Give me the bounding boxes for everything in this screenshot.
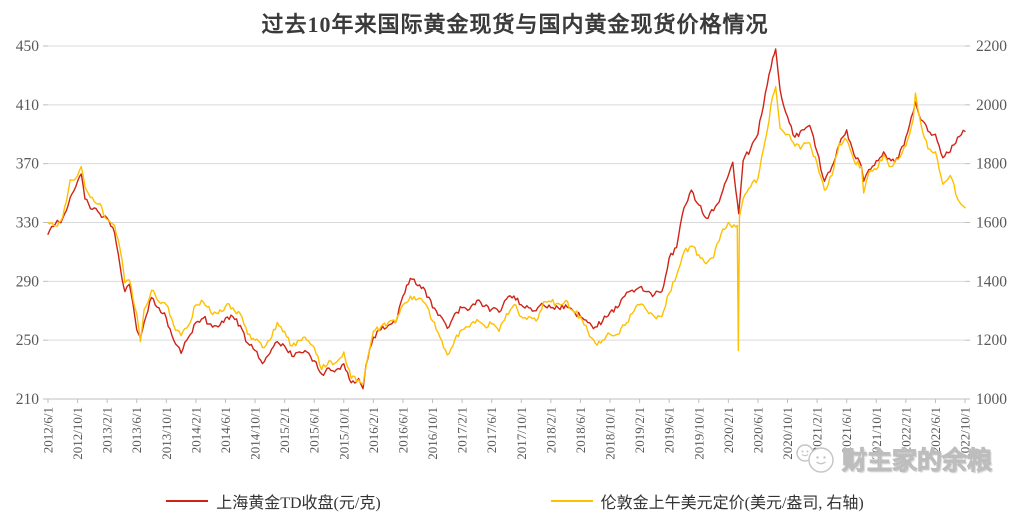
series-line-london-gold bbox=[47, 85, 966, 385]
svg-text:1000: 1000 bbox=[976, 391, 1007, 408]
svg-text:1200: 1200 bbox=[976, 332, 1007, 349]
svg-text:2018/6/1: 2018/6/1 bbox=[573, 407, 588, 453]
svg-text:2014/2/1: 2014/2/1 bbox=[188, 407, 203, 453]
legend-line-gold bbox=[550, 500, 593, 502]
svg-text:370: 370 bbox=[16, 156, 40, 173]
svg-text:2022/6/1: 2022/6/1 bbox=[928, 407, 943, 453]
svg-text:1600: 1600 bbox=[976, 215, 1007, 232]
svg-text:2022/10/1: 2022/10/1 bbox=[958, 407, 973, 460]
svg-text:2019/10/1: 2019/10/1 bbox=[691, 407, 706, 460]
svg-text:410: 410 bbox=[16, 97, 40, 114]
svg-text:2016/10/1: 2016/10/1 bbox=[425, 407, 440, 460]
svg-text:2022/2/1: 2022/2/1 bbox=[898, 407, 913, 453]
svg-text:2013/2/1: 2013/2/1 bbox=[100, 407, 115, 453]
svg-text:2014/10/1: 2014/10/1 bbox=[248, 407, 263, 460]
svg-text:2017/2/1: 2017/2/1 bbox=[455, 407, 470, 453]
svg-text:2021/6/1: 2021/6/1 bbox=[839, 407, 854, 453]
svg-text:2015/6/1: 2015/6/1 bbox=[307, 407, 322, 453]
svg-text:2019/6/1: 2019/6/1 bbox=[662, 407, 677, 453]
svg-text:2015/10/1: 2015/10/1 bbox=[336, 407, 351, 460]
legend-label-shanghai-gold: 上海黄金TD收盘(元/克) bbox=[216, 495, 381, 512]
svg-text:2200: 2200 bbox=[976, 38, 1007, 55]
svg-text:2020/10/1: 2020/10/1 bbox=[780, 407, 795, 460]
gridlines bbox=[43, 45, 970, 400]
svg-text:250: 250 bbox=[16, 332, 40, 349]
svg-text:290: 290 bbox=[16, 273, 40, 290]
svg-text:1400: 1400 bbox=[976, 273, 1007, 290]
svg-text:2021/2/1: 2021/2/1 bbox=[810, 407, 825, 453]
svg-text:2017/10/1: 2017/10/1 bbox=[514, 407, 529, 460]
svg-text:2016/6/1: 2016/6/1 bbox=[395, 407, 410, 453]
svg-text:2013/6/1: 2013/6/1 bbox=[129, 407, 144, 453]
svg-text:2014/6/1: 2014/6/1 bbox=[218, 407, 233, 453]
chart-title: 过去10年来国际黄金现货与国内黄金现货价格情况 bbox=[261, 12, 769, 37]
svg-text:330: 330 bbox=[16, 215, 40, 232]
svg-text:450: 450 bbox=[16, 38, 40, 55]
svg-text:2019/2/1: 2019/2/1 bbox=[632, 407, 647, 453]
svg-text:2000: 2000 bbox=[976, 97, 1007, 114]
series-line-shanghai-gold bbox=[47, 48, 966, 390]
svg-text:2020/6/1: 2020/6/1 bbox=[750, 407, 765, 453]
svg-text:2013/10/1: 2013/10/1 bbox=[159, 407, 174, 460]
legend-line-red bbox=[166, 500, 209, 502]
svg-text:1800: 1800 bbox=[976, 156, 1007, 173]
svg-text:2012/10/1: 2012/10/1 bbox=[70, 407, 85, 460]
svg-text:2020/2/1: 2020/2/1 bbox=[721, 407, 736, 453]
legend-label-london-gold: 伦敦金上午美元定价(美元/盎司, 右轴) bbox=[600, 495, 864, 512]
svg-text:2018/2/1: 2018/2/1 bbox=[543, 407, 558, 453]
svg-text:2016/2/1: 2016/2/1 bbox=[366, 407, 381, 453]
svg-text:2018/10/1: 2018/10/1 bbox=[603, 407, 618, 460]
svg-text:2021/10/1: 2021/10/1 bbox=[869, 407, 884, 460]
x-axis-labels: 2012/6/1 2012/10/1 2013/2/1 2013/6/1 2013/10… bbox=[41, 399, 973, 460]
y-axis-left-labels: 450 410 370 330 290 250 210 bbox=[16, 38, 40, 408]
legend-item-london-gold: 伦敦金上午美元定价(美元/盎司, 右轴) bbox=[550, 489, 864, 513]
y-axis-right-labels: 2200 2000 1800 1600 1400 1200 1000 bbox=[976, 38, 1007, 408]
svg-text:2015/2/1: 2015/2/1 bbox=[277, 407, 292, 453]
legend-item-shanghai-gold: 上海黄金TD收盘(元/克) bbox=[166, 489, 381, 513]
svg-text:2012/6/1: 2012/6/1 bbox=[41, 407, 56, 453]
svg-text:210: 210 bbox=[16, 391, 40, 408]
svg-text:2017/6/1: 2017/6/1 bbox=[484, 407, 499, 453]
chart-legend: 上海黄金TD收盘(元/克) 伦敦金上午美元定价(美元/盎司, 右轴) bbox=[0, 489, 1030, 513]
